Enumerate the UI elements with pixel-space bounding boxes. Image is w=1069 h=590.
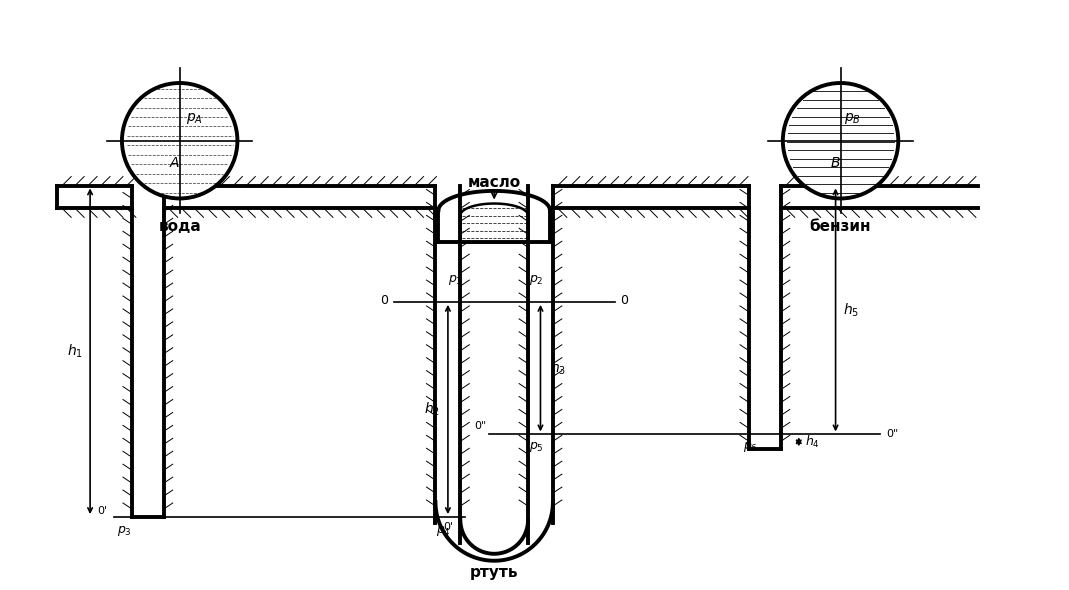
Text: вода: вода: [158, 219, 201, 234]
Text: $h_5$: $h_5$: [843, 301, 859, 319]
Text: $h_1$: $h_1$: [67, 343, 83, 360]
Text: $p_1$: $p_1$: [448, 273, 463, 287]
Text: $p_6$: $p_6$: [744, 440, 759, 454]
Text: бензин: бензин: [810, 219, 871, 234]
Text: ртуть: ртуть: [470, 565, 518, 580]
Text: $p_5$: $p_5$: [528, 440, 543, 454]
Text: масло: масло: [467, 175, 521, 190]
Text: $h_2$: $h_2$: [424, 401, 440, 418]
Text: $p_4$: $p_4$: [436, 524, 451, 538]
Text: $A$: $A$: [169, 156, 181, 170]
Circle shape: [783, 83, 898, 198]
Text: 0": 0": [886, 430, 898, 440]
Text: $p_A$: $p_A$: [186, 112, 203, 126]
Text: $h_3$: $h_3$: [551, 359, 567, 377]
Text: $h_4$: $h_4$: [805, 434, 820, 450]
Text: 0': 0': [443, 522, 453, 532]
Text: $p_2$: $p_2$: [529, 273, 543, 287]
Text: $p_B$: $p_B$: [845, 112, 861, 126]
Circle shape: [122, 83, 237, 198]
Text: $B$: $B$: [831, 156, 841, 170]
Text: $p_3$: $p_3$: [117, 524, 131, 538]
Text: 0: 0: [379, 294, 388, 307]
Text: 0': 0': [97, 506, 107, 516]
Text: 0: 0: [621, 294, 629, 307]
Text: 0": 0": [475, 421, 486, 431]
